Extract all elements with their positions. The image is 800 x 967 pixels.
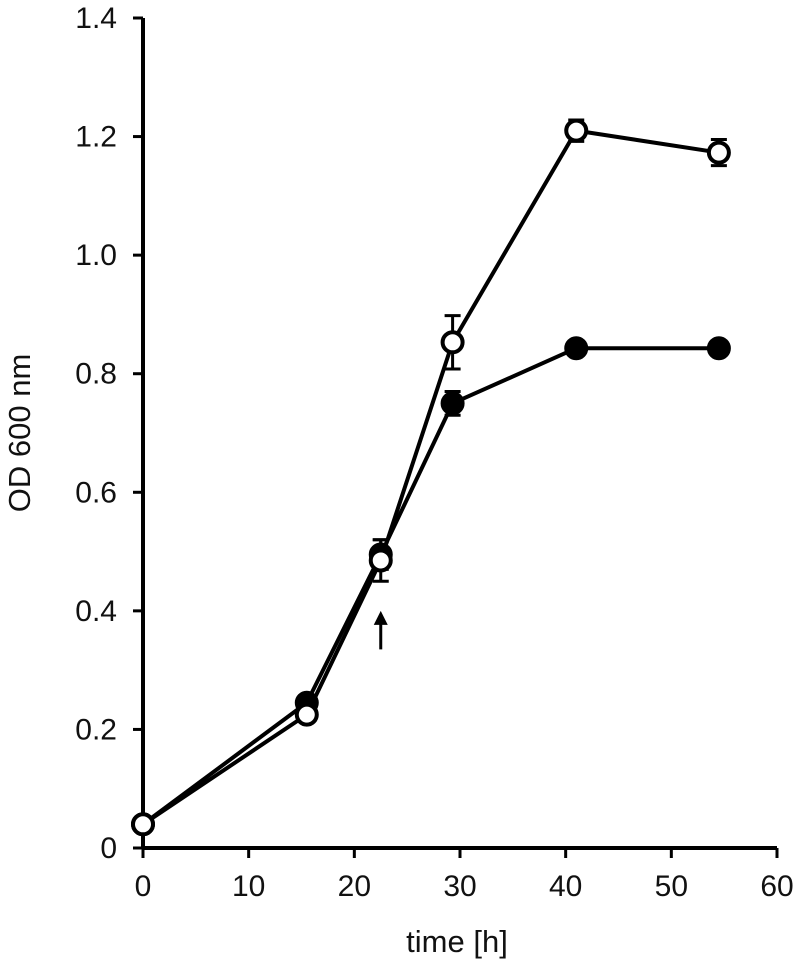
y-tick-label: 0.2: [75, 713, 117, 746]
series-2: [131, 118, 731, 837]
data-point: [564, 336, 589, 361]
y-axis-title: OD 600 nm: [2, 354, 37, 513]
x-tick-label: 60: [760, 870, 793, 903]
data-point: [440, 330, 465, 355]
x-tick-label: 30: [443, 870, 476, 903]
data-point: [368, 548, 393, 573]
series-line: [141, 128, 720, 826]
data-point: [294, 702, 319, 727]
data-point: [131, 812, 155, 837]
y-tick-label: 1.2: [75, 121, 117, 154]
series-line: [141, 346, 719, 826]
x-axis-ticks: 0 10 20 30 40 50 60: [135, 848, 794, 903]
series-layer: [131, 118, 731, 837]
x-tick-label: 40: [549, 870, 582, 903]
x-tick-label: 20: [338, 870, 371, 903]
y-tick-label: 0.6: [75, 476, 117, 509]
data-point: [440, 391, 465, 416]
y-tick-label: 1.4: [75, 2, 117, 35]
arrow-head: [373, 610, 388, 625]
x-axis-title: time [h]: [406, 924, 508, 959]
data-point: [706, 336, 731, 361]
y-axis-ticks: 0 0.2 0.4 0.6 0.8 1.0 1.2 1.4: [75, 2, 143, 865]
x-tick-label: 0: [135, 870, 152, 903]
data-point: [564, 118, 589, 143]
y-tick-label: 1.0: [75, 239, 117, 272]
axes: [141, 18, 777, 850]
y-tick-label: 0.8: [75, 358, 117, 391]
y-tick-label: 0: [100, 832, 117, 865]
annotation-layer: [373, 610, 388, 650]
y-tick-label: 0.4: [75, 595, 117, 628]
x-tick-label: 50: [655, 870, 688, 903]
data-point: [706, 140, 731, 165]
x-tick-label: 10: [232, 870, 265, 903]
